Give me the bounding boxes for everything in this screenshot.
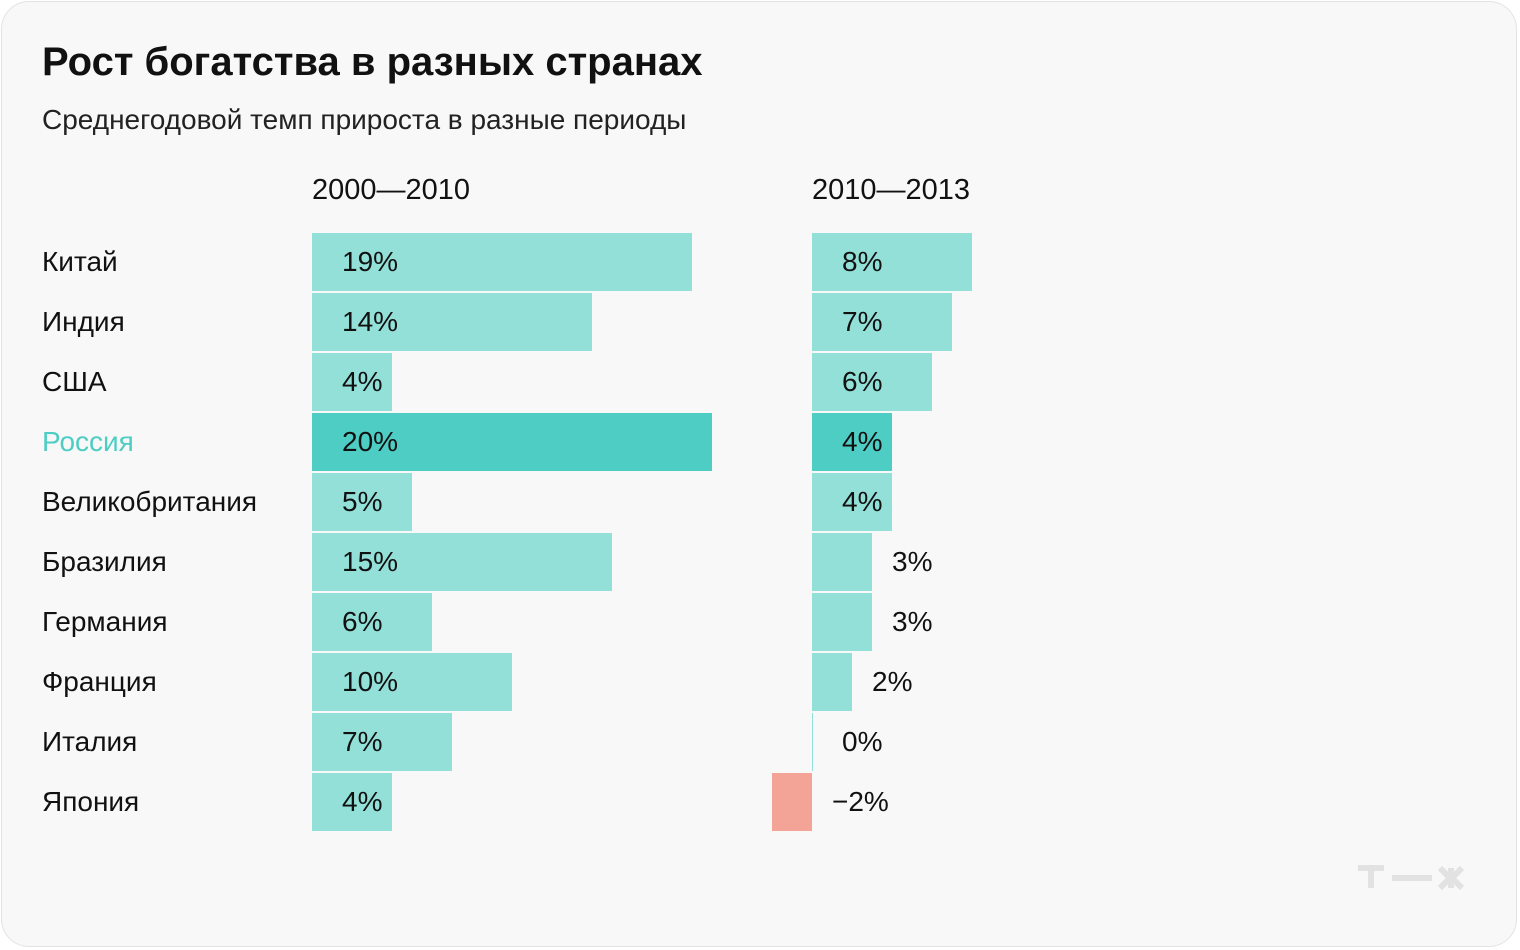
category-label: Франция [42,666,157,697]
period-header-2: 2010—2013 [812,174,971,206]
tzh-logo-icon [1358,865,1465,891]
bar [312,773,392,831]
bar [812,593,872,651]
data-label: 4% [842,426,883,457]
bar [812,713,813,771]
data-label: 2% [872,666,913,697]
bar [312,233,692,291]
bar [812,413,892,471]
data-label: 6% [842,366,883,397]
category-label: Бразилия [42,546,167,577]
data-label: −2% [832,786,889,817]
data-label: 0% [842,726,883,757]
data-label: 5% [342,486,383,517]
category-label: Италия [42,726,138,757]
bar [312,653,512,711]
bar [812,473,892,531]
bar [812,533,872,591]
data-label: 20% [342,426,399,457]
category-label: США [42,366,107,397]
bar [312,713,452,771]
category-label: Китай [42,246,118,277]
data-label: 6% [342,606,383,637]
data-label: 7% [342,726,383,757]
category-label: Германия [42,606,168,637]
bar [312,293,592,351]
bar [812,293,952,351]
bar [312,593,432,651]
category-label: Россия [42,426,134,457]
data-label: 4% [342,786,383,817]
category-label: Япония [42,786,140,817]
category-label: Индия [42,306,125,337]
bar [812,233,972,291]
chart-subtitle: Среднегодовой темп прироста в разные пер… [42,104,687,135]
bar [812,653,852,711]
data-label: 15% [342,546,399,577]
period-header-1: 2000—2010 [312,174,471,206]
bar [312,413,712,471]
category-label: Великобритания [42,486,258,517]
data-label: 3% [892,546,933,577]
bar [812,353,932,411]
bar [312,473,412,531]
bar [772,773,812,831]
data-label: 19% [342,246,399,277]
data-label: 14% [342,306,399,337]
data-label: 10% [342,666,399,697]
bar [312,353,392,411]
data-label: 4% [842,486,883,517]
data-label: 4% [342,366,383,397]
data-label: 8% [842,246,883,277]
bar [312,533,612,591]
data-label: 7% [842,306,883,337]
data-label: 3% [892,606,933,637]
chart-title: Рост богатства в разных странах [42,40,703,84]
